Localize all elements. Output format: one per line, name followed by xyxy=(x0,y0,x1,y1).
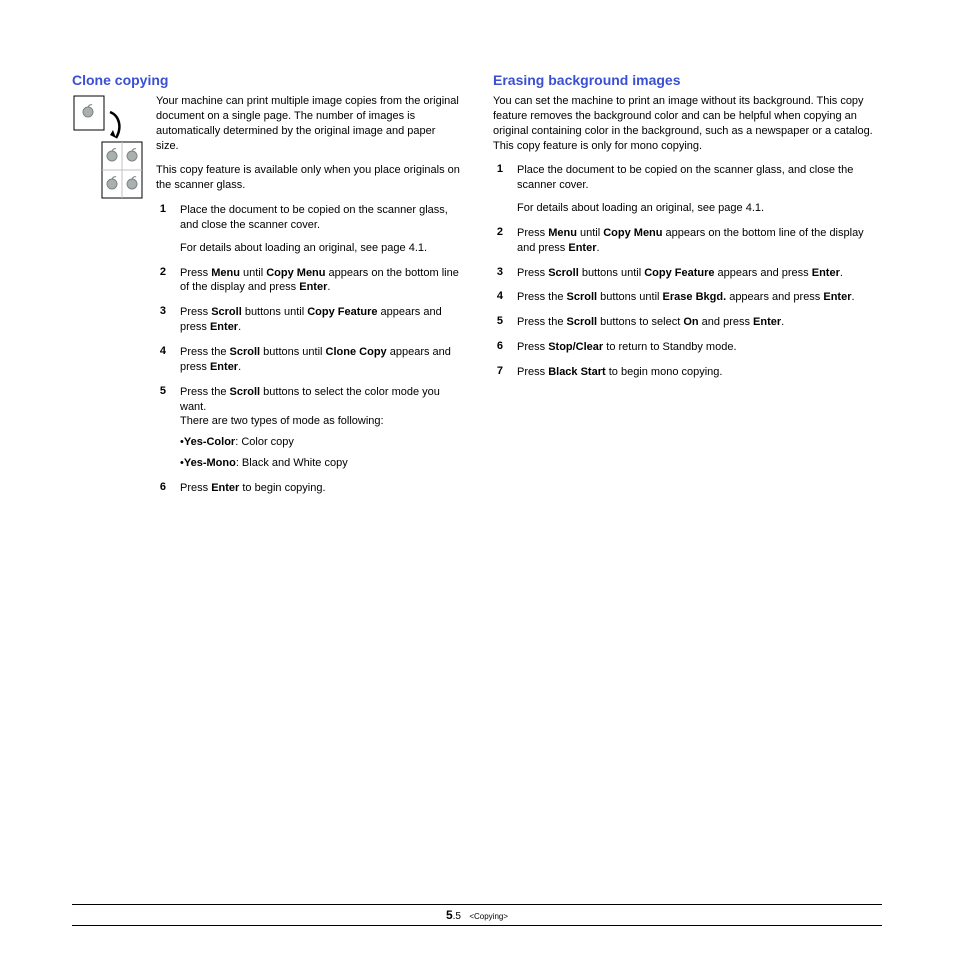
page-footer: 5.5 <Copying> xyxy=(72,904,882,926)
step-item: 6 Press Enter to begin copying. xyxy=(156,481,461,496)
step-body: Press Menu until Copy Menu appears on th… xyxy=(517,226,882,256)
clone-illustration xyxy=(72,94,144,204)
step-item: 5 Press the Scroll buttons to select On a… xyxy=(493,315,882,330)
step-number: 3 xyxy=(156,305,166,335)
heading-clone-copying: Clone copying xyxy=(72,72,461,88)
step-body: Press Stop/Clear to return to Standby mo… xyxy=(517,340,882,355)
step-number: 7 xyxy=(493,365,503,380)
intro-paragraph: Your machine can print multiple image co… xyxy=(156,94,461,153)
intro-note: This copy feature is available only when… xyxy=(156,163,461,193)
step-item: 5Press the Scroll buttons to select the … xyxy=(156,385,461,471)
step-number: 5 xyxy=(493,315,503,330)
step-number: 2 xyxy=(156,266,166,296)
step-number: 3 xyxy=(493,266,503,281)
step-number: 2 xyxy=(493,226,503,256)
step-item: 3 Press Scroll buttons until Copy Feature… xyxy=(493,266,882,281)
step-body: Press Black Start to begin mono copying. xyxy=(517,365,882,380)
step-item: 3 Press Scroll buttons until Copy Feature… xyxy=(156,305,461,335)
left-column: Clone copying xyxy=(72,72,461,506)
step-number: 4 xyxy=(156,345,166,375)
step-body: Place the document to be copied on the s… xyxy=(517,163,882,216)
step-item: 4 Press the Scroll buttons until Clone Co… xyxy=(156,345,461,375)
section-label: <Copying> xyxy=(469,912,508,921)
page-number-major: 5 xyxy=(446,908,453,922)
step-number: 4 xyxy=(493,290,503,305)
step-body: Press the Scroll buttons to select the c… xyxy=(180,385,461,471)
step-item: 1 Place the document to be copied on the … xyxy=(156,203,461,256)
step-number: 1 xyxy=(156,203,166,256)
step-body: Press Scroll buttons until Copy Feature … xyxy=(517,266,882,281)
step-body: Press Menu until Copy Menu appears on th… xyxy=(180,266,461,296)
page-number-minor: .5 xyxy=(453,911,461,922)
step-body: Press the Scroll buttons until Erase Bkg… xyxy=(517,290,882,305)
step-body: Press Enter to begin copying. xyxy=(180,481,461,496)
step-item: 2 Press Menu until Copy Menu appears on t… xyxy=(156,266,461,296)
step-body: Place the document to be copied on the s… xyxy=(180,203,461,256)
left-step-list: 1 Place the document to be copied on the … xyxy=(156,203,461,496)
step-number: 6 xyxy=(493,340,503,355)
step-body: Press the Scroll buttons until Clone Cop… xyxy=(180,345,461,375)
right-column: Erasing background images You can set th… xyxy=(493,72,882,506)
step-number: 5 xyxy=(156,385,166,471)
step-body: Press Scroll buttons until Copy Feature … xyxy=(180,305,461,335)
step-body: Press the Scroll buttons to select On an… xyxy=(517,315,882,330)
step-item: 4 Press the Scroll buttons until Erase Bk… xyxy=(493,290,882,305)
step-item: 6 Press Stop/Clear to return to Standby m… xyxy=(493,340,882,355)
step-item: 7 Press Black Start to begin mono copying… xyxy=(493,365,882,380)
step-number: 1 xyxy=(493,163,503,216)
step-item: 1 Place the document to be copied on the … xyxy=(493,163,882,216)
intro-paragraph: You can set the machine to print an imag… xyxy=(493,94,882,153)
step-number: 6 xyxy=(156,481,166,496)
heading-erasing-bg: Erasing background images xyxy=(493,72,882,88)
step-item: 2 Press Menu until Copy Menu appears on t… xyxy=(493,226,882,256)
right-step-list: 1 Place the document to be copied on the … xyxy=(493,163,882,379)
